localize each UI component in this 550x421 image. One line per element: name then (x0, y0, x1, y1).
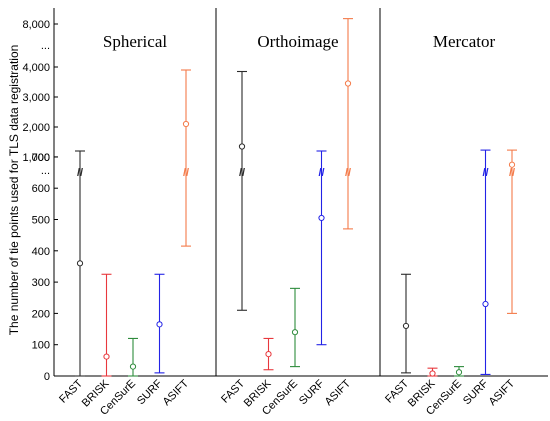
mean-point-asift (344, 80, 352, 87)
mean-point-brisk (265, 350, 272, 358)
mean-point-fast (76, 260, 84, 267)
y-tick-label: 600 (32, 183, 50, 195)
axis-break-marker: // (239, 167, 245, 179)
axis-break-marker: // (183, 167, 189, 179)
category-label: ASIFT (323, 377, 354, 408)
panel-layer: Spherical//FASTBRISKCenSurESURF//ASIFTOr… (57, 18, 517, 418)
y-tick-label: 300 (32, 277, 50, 289)
axis-break-marker: // (345, 167, 351, 179)
y-tick-label: 0 (44, 371, 50, 383)
mean-point-fast (238, 143, 246, 150)
y-tick-label: 2,000 (22, 122, 50, 134)
mean-point-censure (291, 329, 299, 336)
mean-point-asift (508, 161, 516, 168)
mean-point-surf (482, 300, 489, 308)
category-label: ASIFT (161, 377, 192, 408)
mean-point-brisk (103, 353, 110, 360)
y-axis-label: The number of tie points used for TLS da… (7, 45, 21, 336)
category-label: SURF (297, 377, 327, 407)
y-tick-label: 700 (32, 152, 50, 164)
mean-point-brisk (429, 370, 436, 377)
panel-title: Mercator (433, 32, 496, 51)
category-label: SURF (461, 377, 491, 407)
axis-layer: 0100200300400500600700...1,0002,0003,000… (22, 8, 548, 383)
y-tick-label: ... (41, 40, 50, 52)
axis-break-marker: // (482, 167, 488, 179)
y-tick-label: 500 (32, 215, 50, 227)
axis-break-marker: // (77, 167, 83, 179)
mean-point-asift (182, 120, 190, 128)
category-label: ASIFT (487, 377, 518, 408)
y-tick-label: ... (41, 165, 50, 177)
mean-point-fast (402, 322, 410, 330)
mean-point-censure (455, 369, 463, 376)
panel-title: Orthoimage (257, 32, 338, 51)
y-tick-label: 4,000 (22, 62, 50, 74)
category-label: SURF (135, 377, 165, 407)
y-tick-label: 100 (32, 340, 50, 352)
mean-point-censure (129, 363, 137, 370)
y-tick-label: 400 (32, 246, 50, 258)
y-tick-label: 3,000 (22, 92, 50, 104)
y-tick-label: 1,000 (22, 152, 50, 164)
mean-point-surf (318, 214, 325, 222)
y-tick-label: 200 (32, 308, 50, 320)
y-tick-label: 8,000 (22, 19, 50, 31)
axis-break-marker: // (509, 167, 515, 179)
panel-title: Spherical (103, 32, 167, 51)
mean-point-surf (156, 321, 163, 328)
panel-orthoimage: Orthoimage//FASTBRISKCenSurE//SURF//ASIF… (219, 18, 354, 418)
axis-break-marker: // (318, 167, 324, 179)
